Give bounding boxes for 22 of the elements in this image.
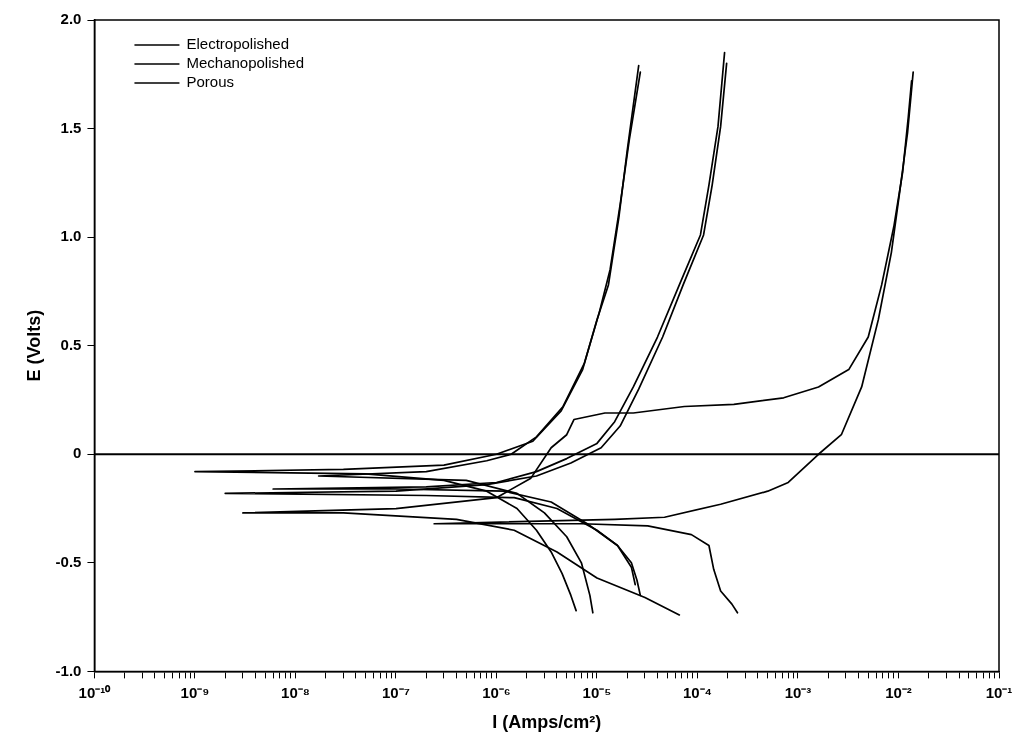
legend-label: Electropolished bbox=[186, 35, 290, 53]
x-axis-title: I (Amps/cm²) bbox=[492, 712, 602, 733]
x-tick-label: 10⁻⁶ bbox=[482, 683, 511, 701]
x-tick-label: 10⁻⁸ bbox=[281, 683, 310, 701]
x-tick-label: 10⁻⁵ bbox=[582, 683, 612, 701]
y-tick-label: 1.0 bbox=[60, 227, 82, 245]
x-tick-label: 10⁻⁹ bbox=[180, 683, 210, 701]
y-tick-label: 0.5 bbox=[60, 335, 82, 353]
x-tick-label: 10⁻⁴ bbox=[682, 683, 713, 701]
x-tick-label: 10⁻⁷ bbox=[382, 683, 410, 701]
x-tick-label: 10⁻³ bbox=[784, 683, 812, 701]
y-axis-title: E (Volts) bbox=[23, 309, 44, 382]
x-tick-label: 10⁻¹⁰ bbox=[78, 683, 112, 701]
x-tick-label: 10⁻¹ bbox=[985, 683, 1013, 701]
x-tick-label: 10⁻² bbox=[885, 683, 912, 701]
legend-label: Mechanopolished bbox=[186, 54, 305, 72]
y-tick-label: 1.5 bbox=[60, 118, 82, 136]
legend-label: Porous bbox=[186, 73, 234, 91]
y-tick-label: -1.0 bbox=[55, 661, 82, 679]
y-tick-label: 0 bbox=[73, 444, 82, 462]
y-tick-label: 2.0 bbox=[60, 10, 82, 28]
y-tick-label: -0.5 bbox=[55, 552, 82, 570]
